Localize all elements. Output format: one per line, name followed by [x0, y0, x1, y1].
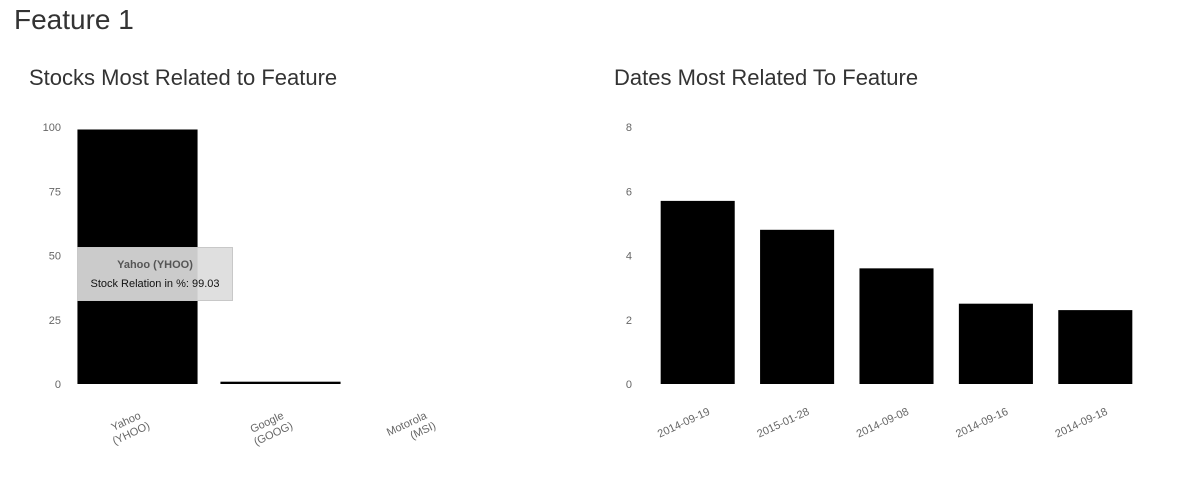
dates-chart-title: Dates Most Related To Feature — [614, 65, 919, 90]
stocks-chart-title: Stocks Most Related to Feature — [29, 65, 338, 90]
x-tick-label: 2014-09-08 — [855, 406, 911, 441]
y-tick-label: 50 — [49, 251, 61, 263]
x-tick-label: 2014-09-16 — [954, 406, 1010, 441]
dates-bar-chart: 0 2 4 6 8 2014-09-19 2015-01-28 2014-09-08 2014-… — [626, 122, 1133, 441]
y-tick-label: 0 — [626, 379, 632, 391]
y-tick-label: 4 — [626, 251, 632, 263]
page-title: Feature 1 — [14, 4, 134, 35]
bar[interactable] — [859, 268, 934, 384]
x-tick-label: 2014-09-19 — [656, 406, 712, 441]
y-tick-label: 2 — [626, 315, 632, 327]
bar[interactable] — [660, 200, 735, 384]
bar[interactable] — [958, 303, 1033, 384]
x-tick-label: 2014-09-18 — [1053, 406, 1109, 441]
y-tick-label: 8 — [626, 122, 632, 134]
y-tick-label: 0 — [55, 379, 61, 391]
bar[interactable] — [760, 229, 835, 384]
y-tick-label: 6 — [626, 186, 632, 198]
bar-tooltip: Yahoo (YHOO) Stock Relation in %: 99.03 — [77, 247, 233, 301]
x-tick-label: 2015-01-28 — [755, 406, 811, 441]
tooltip-value: Stock Relation in %: 99.03 — [90, 278, 220, 290]
y-tick-label: 100 — [43, 122, 61, 134]
x-tick-label: Motorola(MSI) — [385, 408, 438, 448]
y-tick-label: 25 — [49, 315, 61, 327]
x-tick-label: Yahoo(YHOO) — [105, 408, 152, 447]
y-tick-label: 75 — [49, 186, 61, 198]
bar[interactable] — [220, 381, 341, 384]
tooltip-title: Yahoo (YHOO) — [117, 259, 193, 271]
x-tick-label: Google(GOOG) — [247, 408, 295, 448]
bar[interactable] — [1058, 310, 1133, 384]
